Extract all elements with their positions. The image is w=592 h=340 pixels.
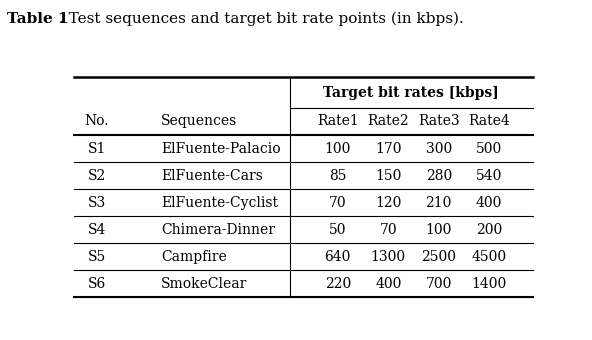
Text: 50: 50 (329, 223, 346, 237)
Text: Rate2: Rate2 (368, 114, 409, 128)
Text: 1400: 1400 (472, 277, 507, 291)
Text: 700: 700 (426, 277, 452, 291)
Text: Rate3: Rate3 (418, 114, 459, 128)
Text: 2500: 2500 (422, 250, 456, 264)
Text: 120: 120 (375, 196, 401, 210)
Text: No.: No. (85, 114, 109, 128)
Text: 300: 300 (426, 141, 452, 156)
Text: 640: 640 (324, 250, 351, 264)
Text: 500: 500 (476, 141, 503, 156)
Text: 280: 280 (426, 169, 452, 183)
Text: 220: 220 (324, 277, 351, 291)
Text: Campfire: Campfire (161, 250, 227, 264)
Text: S1: S1 (88, 141, 106, 156)
Text: Target bit rates [kbps]: Target bit rates [kbps] (323, 85, 499, 100)
Text: 100: 100 (426, 223, 452, 237)
Text: 540: 540 (476, 169, 503, 183)
Text: 200: 200 (476, 223, 503, 237)
Text: Table 1: Table 1 (7, 12, 69, 26)
Text: Chimera-Dinner: Chimera-Dinner (161, 223, 275, 237)
Text: 70: 70 (329, 196, 347, 210)
Text: S3: S3 (88, 196, 106, 210)
Text: S4: S4 (88, 223, 106, 237)
Text: 150: 150 (375, 169, 401, 183)
Text: Rate1: Rate1 (317, 114, 359, 128)
Text: Sequences: Sequences (161, 114, 237, 128)
Text: S6: S6 (88, 277, 106, 291)
Text: Rate4: Rate4 (468, 114, 510, 128)
Text: S2: S2 (88, 169, 106, 183)
Text: 210: 210 (426, 196, 452, 210)
Text: 400: 400 (476, 196, 503, 210)
Text: 85: 85 (329, 169, 346, 183)
Text: SmokeClear: SmokeClear (161, 277, 247, 291)
Text: . Test sequences and target bit rate points (in kbps).: . Test sequences and target bit rate poi… (59, 12, 464, 26)
Text: 100: 100 (324, 141, 351, 156)
Text: 70: 70 (379, 223, 397, 237)
Text: ElFuente-Cars: ElFuente-Cars (161, 169, 263, 183)
Text: 400: 400 (375, 277, 401, 291)
Text: 1300: 1300 (371, 250, 406, 264)
Text: 170: 170 (375, 141, 401, 156)
Text: ElFuente-Cyclist: ElFuente-Cyclist (161, 196, 278, 210)
Text: 4500: 4500 (472, 250, 507, 264)
Text: ElFuente-Palacio: ElFuente-Palacio (161, 141, 281, 156)
Text: S5: S5 (88, 250, 106, 264)
